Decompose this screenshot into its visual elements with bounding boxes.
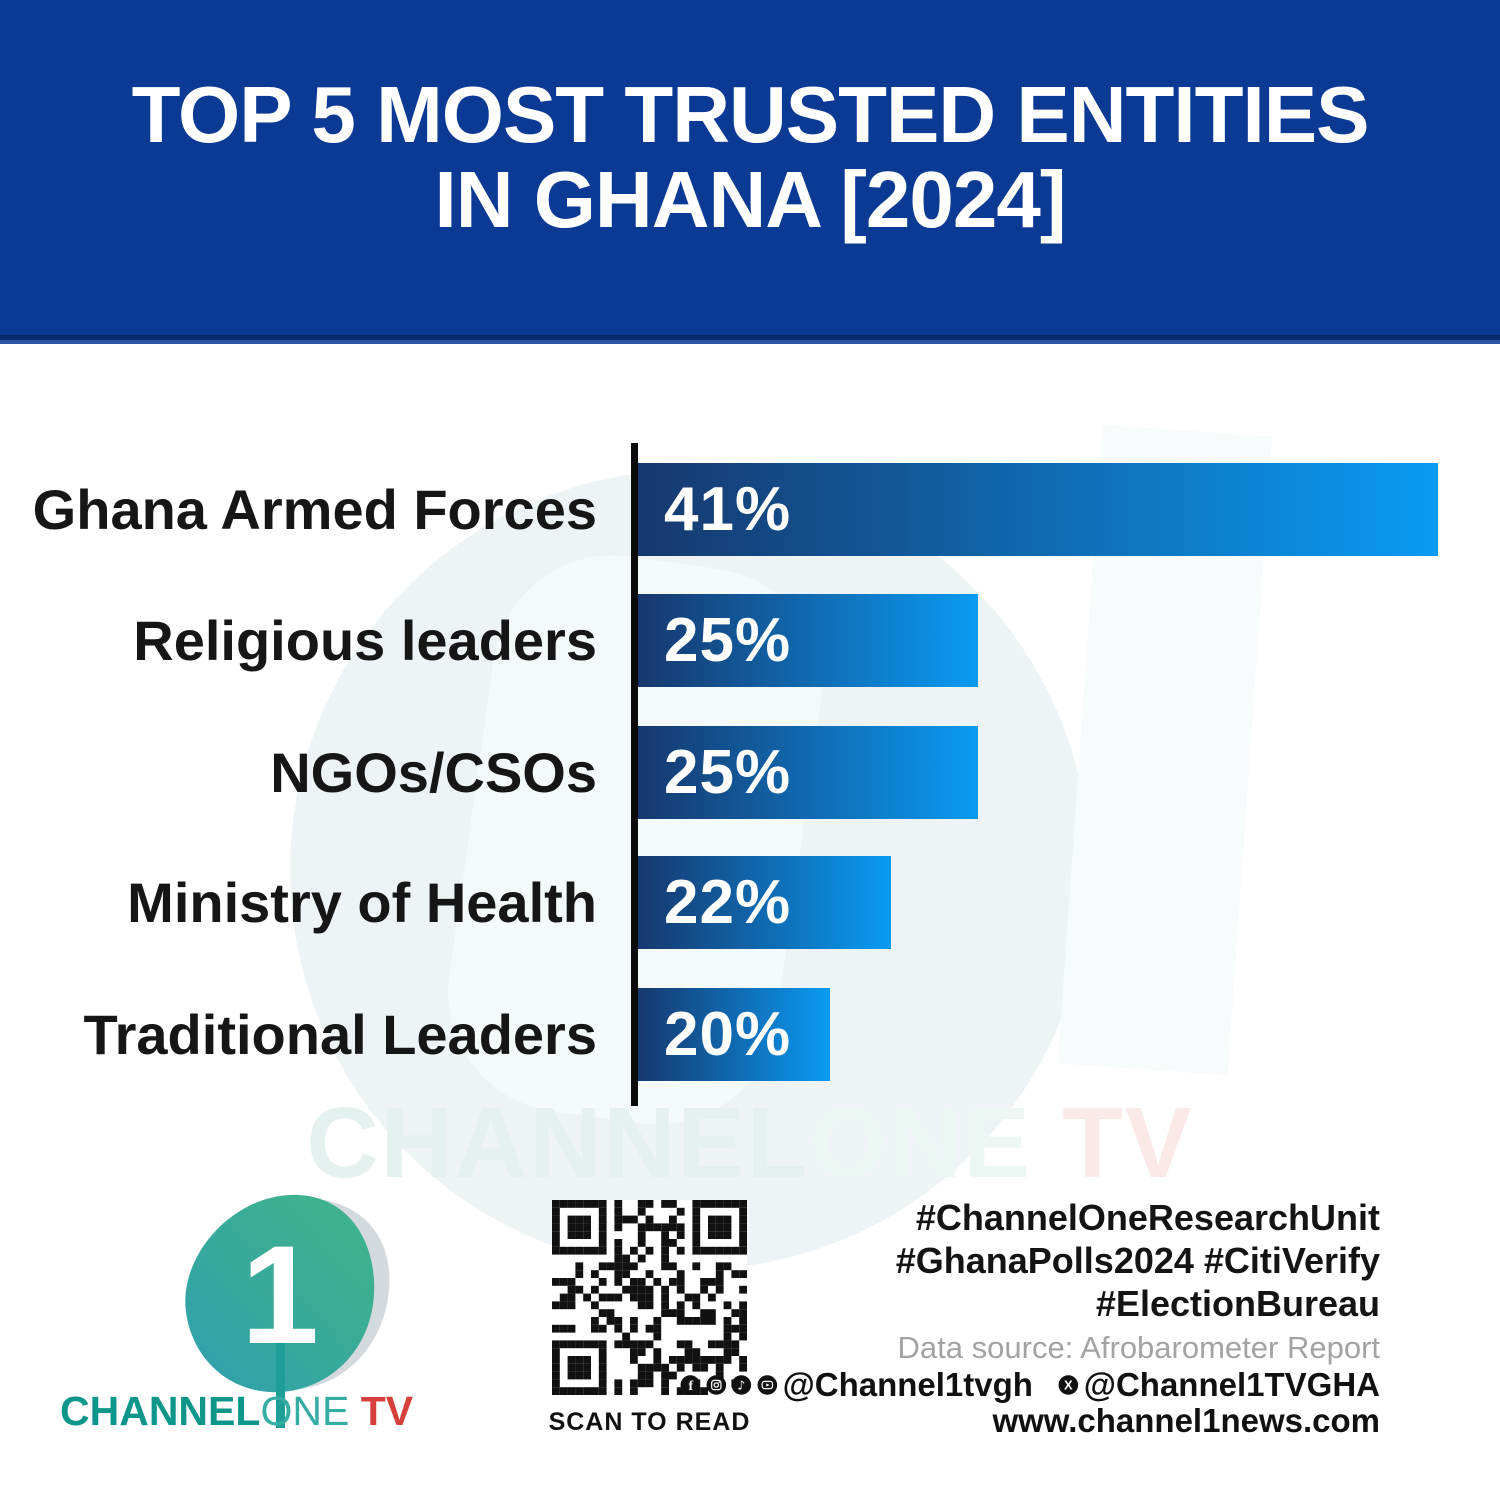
category-label: NGOs/CSOs [270, 741, 597, 804]
watermark-one: ONE [809, 1087, 1032, 1199]
tiktok-icon: ♪ [731, 1375, 752, 1395]
bar-religious-leaders: 25% [638, 594, 978, 687]
data-source-note: Data source: Afrobarometer Report [897, 1330, 1380, 1365]
hashtag-line: #ElectionBureau [1095, 1283, 1380, 1324]
logo-pebble [185, 1194, 375, 1393]
instagram-icon [706, 1375, 726, 1395]
title-line-2: IN GHANA [2024] [434, 155, 1066, 244]
logo-digit-one: 1 [241, 1216, 319, 1373]
social-handle-main: @Channel1tvgh [782, 1366, 1033, 1403]
hashtag-line: #ChannelOneResearchUnit [915, 1197, 1380, 1238]
logo-one-stem [276, 1328, 285, 1428]
qr-caption: SCAN TO READ [548, 1408, 751, 1436]
header-edge-light [0, 340, 1500, 344]
chart-row: Religious leaders 25% [0, 594, 1500, 687]
hashtag-line: #GhanaPolls2024 #CitiVerify [895, 1240, 1380, 1281]
bar-traditional-leaders: 20% [638, 988, 830, 1081]
bar-value-label: 41% [664, 475, 792, 544]
chart-row: Ministry of Health 22% [0, 856, 1500, 949]
bar-ngos-csos: 25% [638, 726, 978, 819]
svg-text:♪: ♪ [738, 1379, 746, 1393]
bar-value-label: 25% [664, 738, 792, 807]
watermark-channel: CHANNEL [306, 1087, 810, 1199]
chart-axis-line [631, 443, 638, 1106]
facebook-icon: f [680, 1375, 701, 1395]
chart-row: Traditional Leaders 20% [0, 988, 1500, 1081]
header-edge-dark [0, 335, 1500, 340]
website-url: www.channel1news.com [992, 1402, 1380, 1439]
page-title: TOP 5 MOST TRUSTED ENTITIES IN GHANA [20… [0, 72, 1500, 242]
bar-ghana-armed-forces: 41% [638, 463, 1438, 556]
bar-ministry-of-health: 22% [638, 856, 891, 949]
category-label: Ministry of Health [127, 871, 597, 934]
channel-one-wordmark: CHANNELONE TV [60, 1388, 500, 1435]
category-label: Ghana Armed Forces [32, 478, 597, 541]
watermark-tv: TV [1032, 1087, 1194, 1199]
wordmark-channel: CHANNEL [60, 1388, 261, 1434]
x-twitter-icon: X [1058, 1375, 1079, 1395]
svg-text:X: X [1064, 1378, 1073, 1393]
chart-row: Ghana Armed Forces 41% [0, 463, 1500, 556]
channel-one-logo-mark: 1 [185, 1194, 390, 1428]
hashtag-block: #ChannelOneResearchUnit #GhanaPolls2024 … [740, 1196, 1380, 1325]
chart-row: NGOs/CSOs 25% [0, 726, 1500, 819]
category-label: Religious leaders [133, 609, 597, 672]
wordmark-one: ONE [260, 1388, 350, 1434]
bar-value-label: 25% [664, 606, 792, 675]
brand-watermark: CHANNELONE TV [0, 1086, 1500, 1201]
channel-one-logo: 1 [150, 1178, 410, 1448]
bar-value-label: 22% [664, 868, 792, 937]
header-banner: TOP 5 MOST TRUSTED ENTITIES IN GHANA [20… [0, 0, 1500, 335]
qr-code [552, 1200, 747, 1395]
category-label: Traditional Leaders [83, 1003, 598, 1066]
wordmark-tv: TV [349, 1388, 414, 1434]
bar-value-label: 20% [664, 1000, 792, 1069]
title-line-1: TOP 5 MOST TRUSTED ENTITIES [131, 70, 1370, 159]
svg-text:f: f [689, 1379, 694, 1394]
social-row: f ♪ @Channel1tvgh X @Channel1TVGHA [680, 1364, 1380, 1406]
youtube-icon [757, 1375, 778, 1395]
social-handle-x: @Channel1TVGHA [1083, 1366, 1380, 1403]
